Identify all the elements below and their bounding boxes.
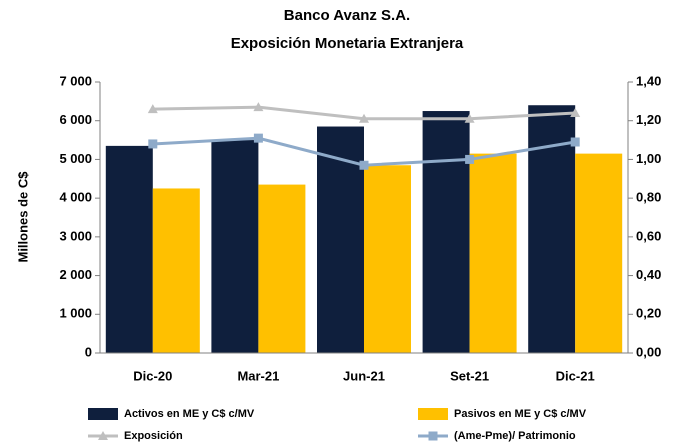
x-tick-label: Jun-21 — [343, 368, 385, 383]
chart-title: Banco Avanz S.A. — [284, 7, 410, 24]
y-tick-label: 5 000 — [59, 151, 92, 166]
x-tick-label: Mar-21 — [237, 368, 279, 383]
line-marker — [253, 102, 264, 112]
y-tick-label: 4 000 — [59, 190, 92, 205]
line-marker — [570, 137, 580, 147]
y2-tick-label: 0,00 — [636, 344, 661, 359]
y-tick-label: 7 000 — [59, 73, 92, 88]
line-marker — [570, 107, 581, 117]
legend-label: (Ame-Pme)/ Patrimonio — [454, 430, 576, 442]
bar — [422, 111, 470, 354]
line-marker — [253, 133, 263, 143]
y-tick-label: 3 000 — [59, 228, 92, 243]
y-tick-label: 2 000 — [59, 267, 92, 282]
y-axis-label: Millones de C$ — [15, 171, 30, 263]
bar — [105, 145, 153, 353]
chart-subtitle: Exposición Monetaria Extranjera — [231, 35, 464, 52]
y2-tick-label: 0,40 — [636, 267, 661, 282]
legend-swatch — [88, 408, 118, 420]
y2-tick-label: 1,40 — [636, 73, 661, 88]
line-marker — [359, 160, 369, 170]
x-tick-label: Dic-20 — [133, 368, 172, 383]
bar — [469, 153, 517, 353]
bar — [364, 165, 411, 353]
y2-tick-label: 1,00 — [636, 151, 661, 166]
y2-tick-label: 0,80 — [636, 190, 661, 205]
y-tick-label: 6 000 — [59, 112, 92, 127]
y-tick-label: 1 000 — [59, 306, 92, 321]
x-tick-label: Set-21 — [450, 368, 489, 383]
legend-label: Activos en ME y C$ c/MV — [124, 408, 255, 420]
line-marker — [98, 431, 108, 440]
line-marker — [147, 104, 158, 114]
x-tick-label: Dic-21 — [556, 368, 595, 383]
line-marker — [359, 113, 369, 123]
line-marker — [464, 113, 475, 123]
line-marker — [428, 431, 438, 441]
legend-label: Exposición — [124, 430, 183, 442]
bar — [152, 188, 200, 353]
line-marker — [148, 139, 158, 149]
y2-tick-label: 0,20 — [636, 306, 661, 321]
bar — [211, 140, 259, 353]
y-tick-label: 0 — [85, 344, 92, 359]
bar — [258, 184, 306, 353]
y2-tick-label: 1,20 — [636, 112, 661, 127]
legend-swatch — [418, 408, 448, 420]
y2-tick-label: 0,60 — [636, 228, 661, 243]
legend-label: Pasivos en ME y C$ c/MV — [454, 408, 587, 420]
line-marker — [465, 154, 475, 164]
bar — [575, 153, 623, 353]
